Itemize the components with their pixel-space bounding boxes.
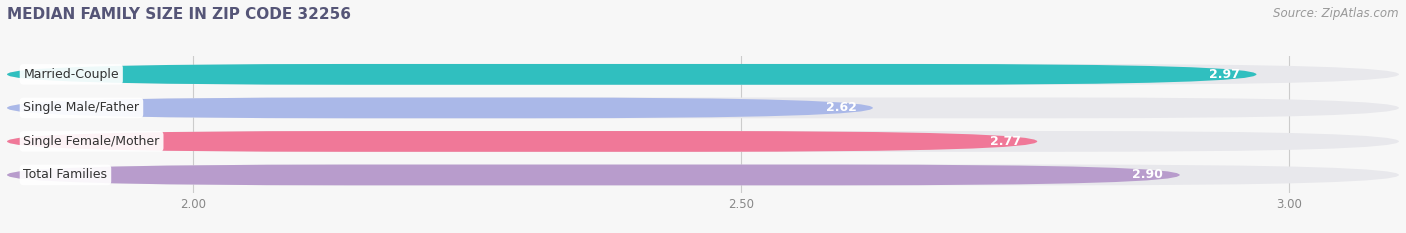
- Text: Married-Couple: Married-Couple: [24, 68, 120, 81]
- FancyBboxPatch shape: [7, 64, 1399, 85]
- Text: 2.97: 2.97: [1209, 68, 1240, 81]
- Text: 2.90: 2.90: [1132, 168, 1163, 182]
- FancyBboxPatch shape: [7, 64, 1257, 85]
- Text: Single Male/Father: Single Male/Father: [24, 101, 139, 114]
- FancyBboxPatch shape: [7, 97, 1399, 118]
- FancyBboxPatch shape: [7, 164, 1399, 185]
- Text: Total Families: Total Families: [24, 168, 107, 182]
- FancyBboxPatch shape: [7, 164, 1180, 185]
- Text: Single Female/Mother: Single Female/Mother: [24, 135, 160, 148]
- Text: MEDIAN FAMILY SIZE IN ZIP CODE 32256: MEDIAN FAMILY SIZE IN ZIP CODE 32256: [7, 7, 351, 22]
- Text: 2.62: 2.62: [825, 101, 856, 114]
- Text: Source: ZipAtlas.com: Source: ZipAtlas.com: [1274, 7, 1399, 20]
- Text: 2.77: 2.77: [990, 135, 1021, 148]
- FancyBboxPatch shape: [7, 97, 873, 118]
- FancyBboxPatch shape: [7, 131, 1038, 152]
- FancyBboxPatch shape: [7, 131, 1399, 152]
